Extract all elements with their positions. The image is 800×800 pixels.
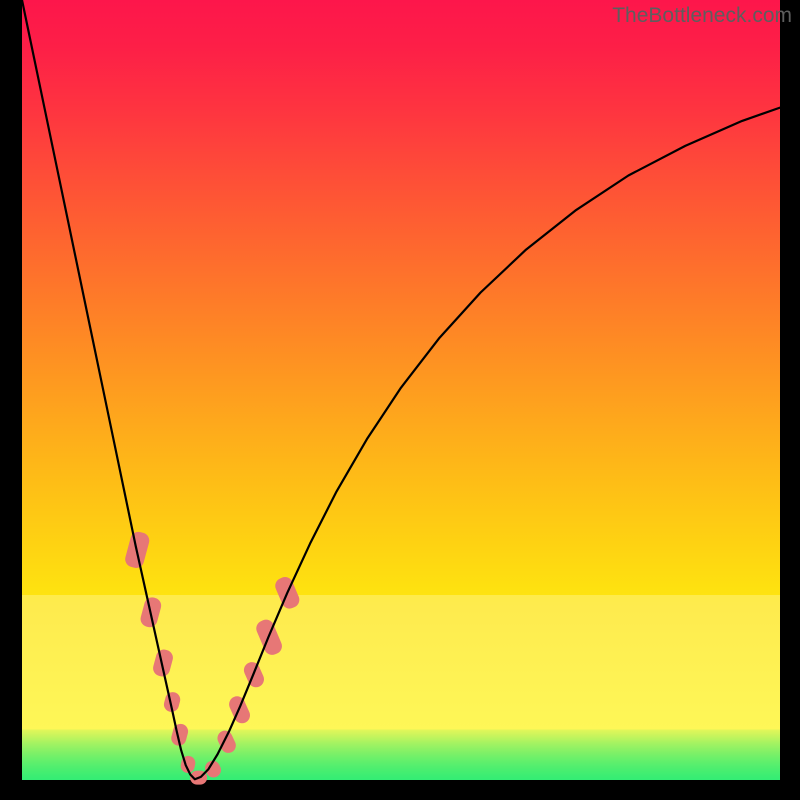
figure-canvas: TheBottleneck.com: [0, 0, 800, 800]
watermark-text: TheBottleneck.com: [612, 4, 792, 28]
bottleneck-curve-plot: [0, 0, 800, 800]
plot-background-gradient: [22, 0, 780, 780]
